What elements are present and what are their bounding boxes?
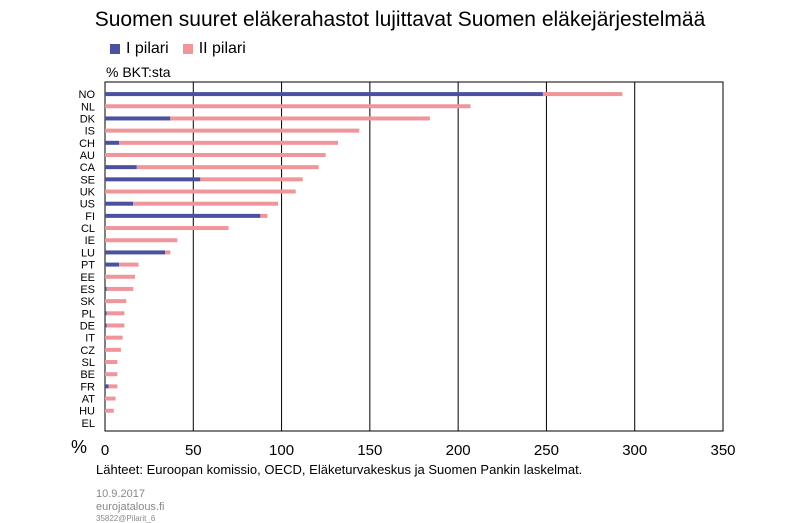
bar-cz-ii-pilari <box>105 347 121 352</box>
x-tick-label-50: 50 <box>185 442 202 459</box>
source-note: Lähteet: Euroopan komissio, OECD, Eläket… <box>96 462 583 477</box>
bar-ch-ii-pilari <box>119 140 339 145</box>
legend-label-i-pilari: I pilari <box>126 40 169 57</box>
legend-swatch-i-pilari <box>110 44 120 54</box>
category-label-de: DE <box>80 320 95 332</box>
bar-au-ii-pilari <box>105 152 326 157</box>
bar-at-ii-pilari <box>105 396 116 401</box>
bar-se-ii-pilari <box>200 177 303 182</box>
x-tick-label-0: 0 <box>101 442 109 459</box>
category-label-es: ES <box>80 284 95 296</box>
category-label-nl: NL <box>81 101 95 113</box>
category-label-it: IT <box>85 333 95 345</box>
bar-es-ii-pilari <box>106 286 134 291</box>
bar-ie-ii-pilari <box>105 238 178 243</box>
category-label-is: IS <box>85 126 95 138</box>
bar-pt-i-pilari <box>105 262 120 267</box>
bar-cl-ii-pilari <box>105 226 229 231</box>
legend-swatch-ii-pilari <box>182 44 193 54</box>
legend-label-ii-pilari: II pilari <box>198 40 246 57</box>
bar-se-i-pilari <box>105 177 201 182</box>
category-label-se: SE <box>80 174 95 186</box>
category-label-ee: EE <box>80 272 95 284</box>
chart-title: Suomen suuret eläkerahastot lujittavat S… <box>94 8 706 31</box>
bar-no-ii-pilari <box>542 92 623 97</box>
bar-es-i-pilari <box>105 286 107 291</box>
plot-frame <box>104 81 724 432</box>
bar-ee-ii-pilari <box>105 274 136 279</box>
axis-percent-symbol: % <box>71 437 88 457</box>
bar-de-ii-pilari <box>106 323 125 328</box>
bar-hu-ii-pilari <box>105 408 114 413</box>
footer-site: eurojatalous.fi <box>96 501 165 513</box>
category-label-sl: SL <box>82 357 95 369</box>
category-label-uk: UK <box>80 187 96 199</box>
category-label-ie: IE <box>85 235 95 247</box>
bar-sl-ii-pilari <box>105 360 118 365</box>
bar-fr-i-pilari <box>105 384 109 389</box>
bar-nl-ii-pilari <box>105 104 471 109</box>
legend-item-i-pilari: I pilari <box>110 40 169 58</box>
x-tick-label-350: 350 <box>710 442 735 459</box>
legend: I pilari II pilari <box>110 40 246 58</box>
bar-uk-ii-pilari <box>105 189 296 194</box>
bar-ch-i-pilari <box>105 140 120 145</box>
bar-it-ii-pilari <box>105 335 123 340</box>
x-tick-label-100: 100 <box>269 442 294 459</box>
category-label-fr: FR <box>80 381 95 393</box>
bar-lu-i-pilari <box>105 250 166 255</box>
category-label-pl: PL <box>82 308 95 320</box>
bar-ca-i-pilari <box>105 165 137 170</box>
category-label-fi: FI <box>85 211 95 223</box>
category-label-be: BE <box>80 369 95 381</box>
bar-sk-ii-pilari <box>105 299 127 304</box>
footer-code: 35822@Pilarit_6 <box>96 514 156 523</box>
bar-us-i-pilari <box>105 201 134 206</box>
bar-dk-ii-pilari <box>170 116 430 121</box>
category-label-cl: CL <box>81 223 95 235</box>
bar-pl-ii-pilari <box>106 311 125 316</box>
category-label-hu: HU <box>79 406 95 418</box>
legend-item-ii-pilari: II pilari <box>182 40 246 58</box>
category-label-el: EL <box>82 418 95 430</box>
x-tick-label-250: 250 <box>534 442 559 459</box>
unit-label: % BKT:sta <box>106 64 171 80</box>
x-tick-label-300: 300 <box>622 442 647 459</box>
bar-fi-i-pilari <box>105 213 261 218</box>
category-label-cz: CZ <box>80 345 95 357</box>
category-label-no: NO <box>79 89 96 101</box>
bar-dk-i-pilari <box>105 116 171 121</box>
bar-de-i-pilari <box>105 323 107 328</box>
x-tick-label-200: 200 <box>446 442 471 459</box>
bar-fi-ii-pilari <box>260 213 268 218</box>
category-label-au: AU <box>80 150 95 162</box>
category-label-at: AT <box>82 394 96 406</box>
bar-pt-ii-pilari <box>119 262 139 267</box>
bar-is-ii-pilari <box>105 128 360 133</box>
bar-us-ii-pilari <box>133 201 279 206</box>
category-label-sk: SK <box>80 296 95 308</box>
bar-lu-ii-pilari <box>165 250 171 255</box>
bar-ca-ii-pilari <box>136 165 319 170</box>
category-label-dk: DK <box>80 113 96 125</box>
bar-no-i-pilari <box>105 92 543 97</box>
bar-be-ii-pilari <box>105 372 118 377</box>
x-tick-label-150: 150 <box>357 442 382 459</box>
category-label-pt: PT <box>81 260 95 272</box>
footer-date: 10.9.2017 <box>96 488 145 500</box>
bar-fr-ii-pilari <box>108 384 118 389</box>
category-label-lu: LU <box>81 247 95 259</box>
bar-pl-i-pilari <box>105 311 107 316</box>
category-label-ca: CA <box>80 162 96 174</box>
category-label-ch: CH <box>79 138 95 150</box>
category-label-us: US <box>80 199 95 211</box>
